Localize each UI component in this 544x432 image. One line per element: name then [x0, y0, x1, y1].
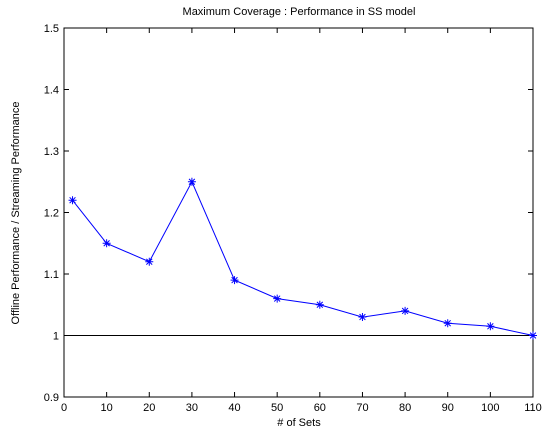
x-tick-label: 40: [228, 402, 240, 414]
y-axis-label: Offline Performance / Streaming Performa…: [10, 102, 22, 325]
y-tick-label: 1.4: [44, 85, 59, 97]
data-point-marker: [102, 239, 111, 248]
data-point-marker: [187, 177, 196, 186]
x-tick-label: 50: [271, 402, 283, 414]
x-tick-label: 0: [61, 402, 67, 414]
axes-frame: [63, 27, 534, 398]
y-tick-label: 1.1: [44, 269, 59, 281]
x-tick-label: 20: [143, 402, 155, 414]
x-tick-label: 30: [186, 402, 198, 414]
x-tick-label: 90: [442, 402, 454, 414]
data-point-marker: [486, 322, 495, 331]
x-tick-label: 10: [101, 402, 113, 414]
series-line: [72, 180, 534, 336]
x-tick-label: 80: [399, 402, 411, 414]
y-tick-label: 1.3: [44, 146, 59, 158]
data-point-marker: [68, 196, 77, 205]
data-point-marker: [273, 294, 282, 303]
x-tick-label: 110: [524, 402, 542, 414]
x-tick-label: 60: [314, 402, 326, 414]
data-point-marker: [145, 257, 154, 266]
y-tick-label: 1.2: [44, 208, 59, 220]
data-point-marker: [315, 300, 324, 309]
data-point-marker: [358, 313, 367, 322]
chart-title: Maximum Coverage : Performance in SS mod…: [183, 6, 416, 18]
plot-area: 0 10 20 30 40 50 60 70 80 90 100 110 0.9 1 1.1 1.2 1.3 1.…: [44, 23, 542, 414]
x-axis-label: # of Sets: [277, 417, 321, 429]
x-tick-label: 70: [356, 402, 368, 414]
data-point-marker: [401, 306, 410, 315]
y-tick-label: 1: [53, 331, 59, 343]
data-point-marker: [529, 331, 537, 340]
data-point-marker: [230, 276, 239, 285]
x-tick-label: 100: [481, 402, 499, 414]
y-tick-label: 1.5: [44, 23, 59, 35]
data-point-marker: [443, 319, 452, 328]
y-tick-label: 0.9: [44, 392, 59, 404]
